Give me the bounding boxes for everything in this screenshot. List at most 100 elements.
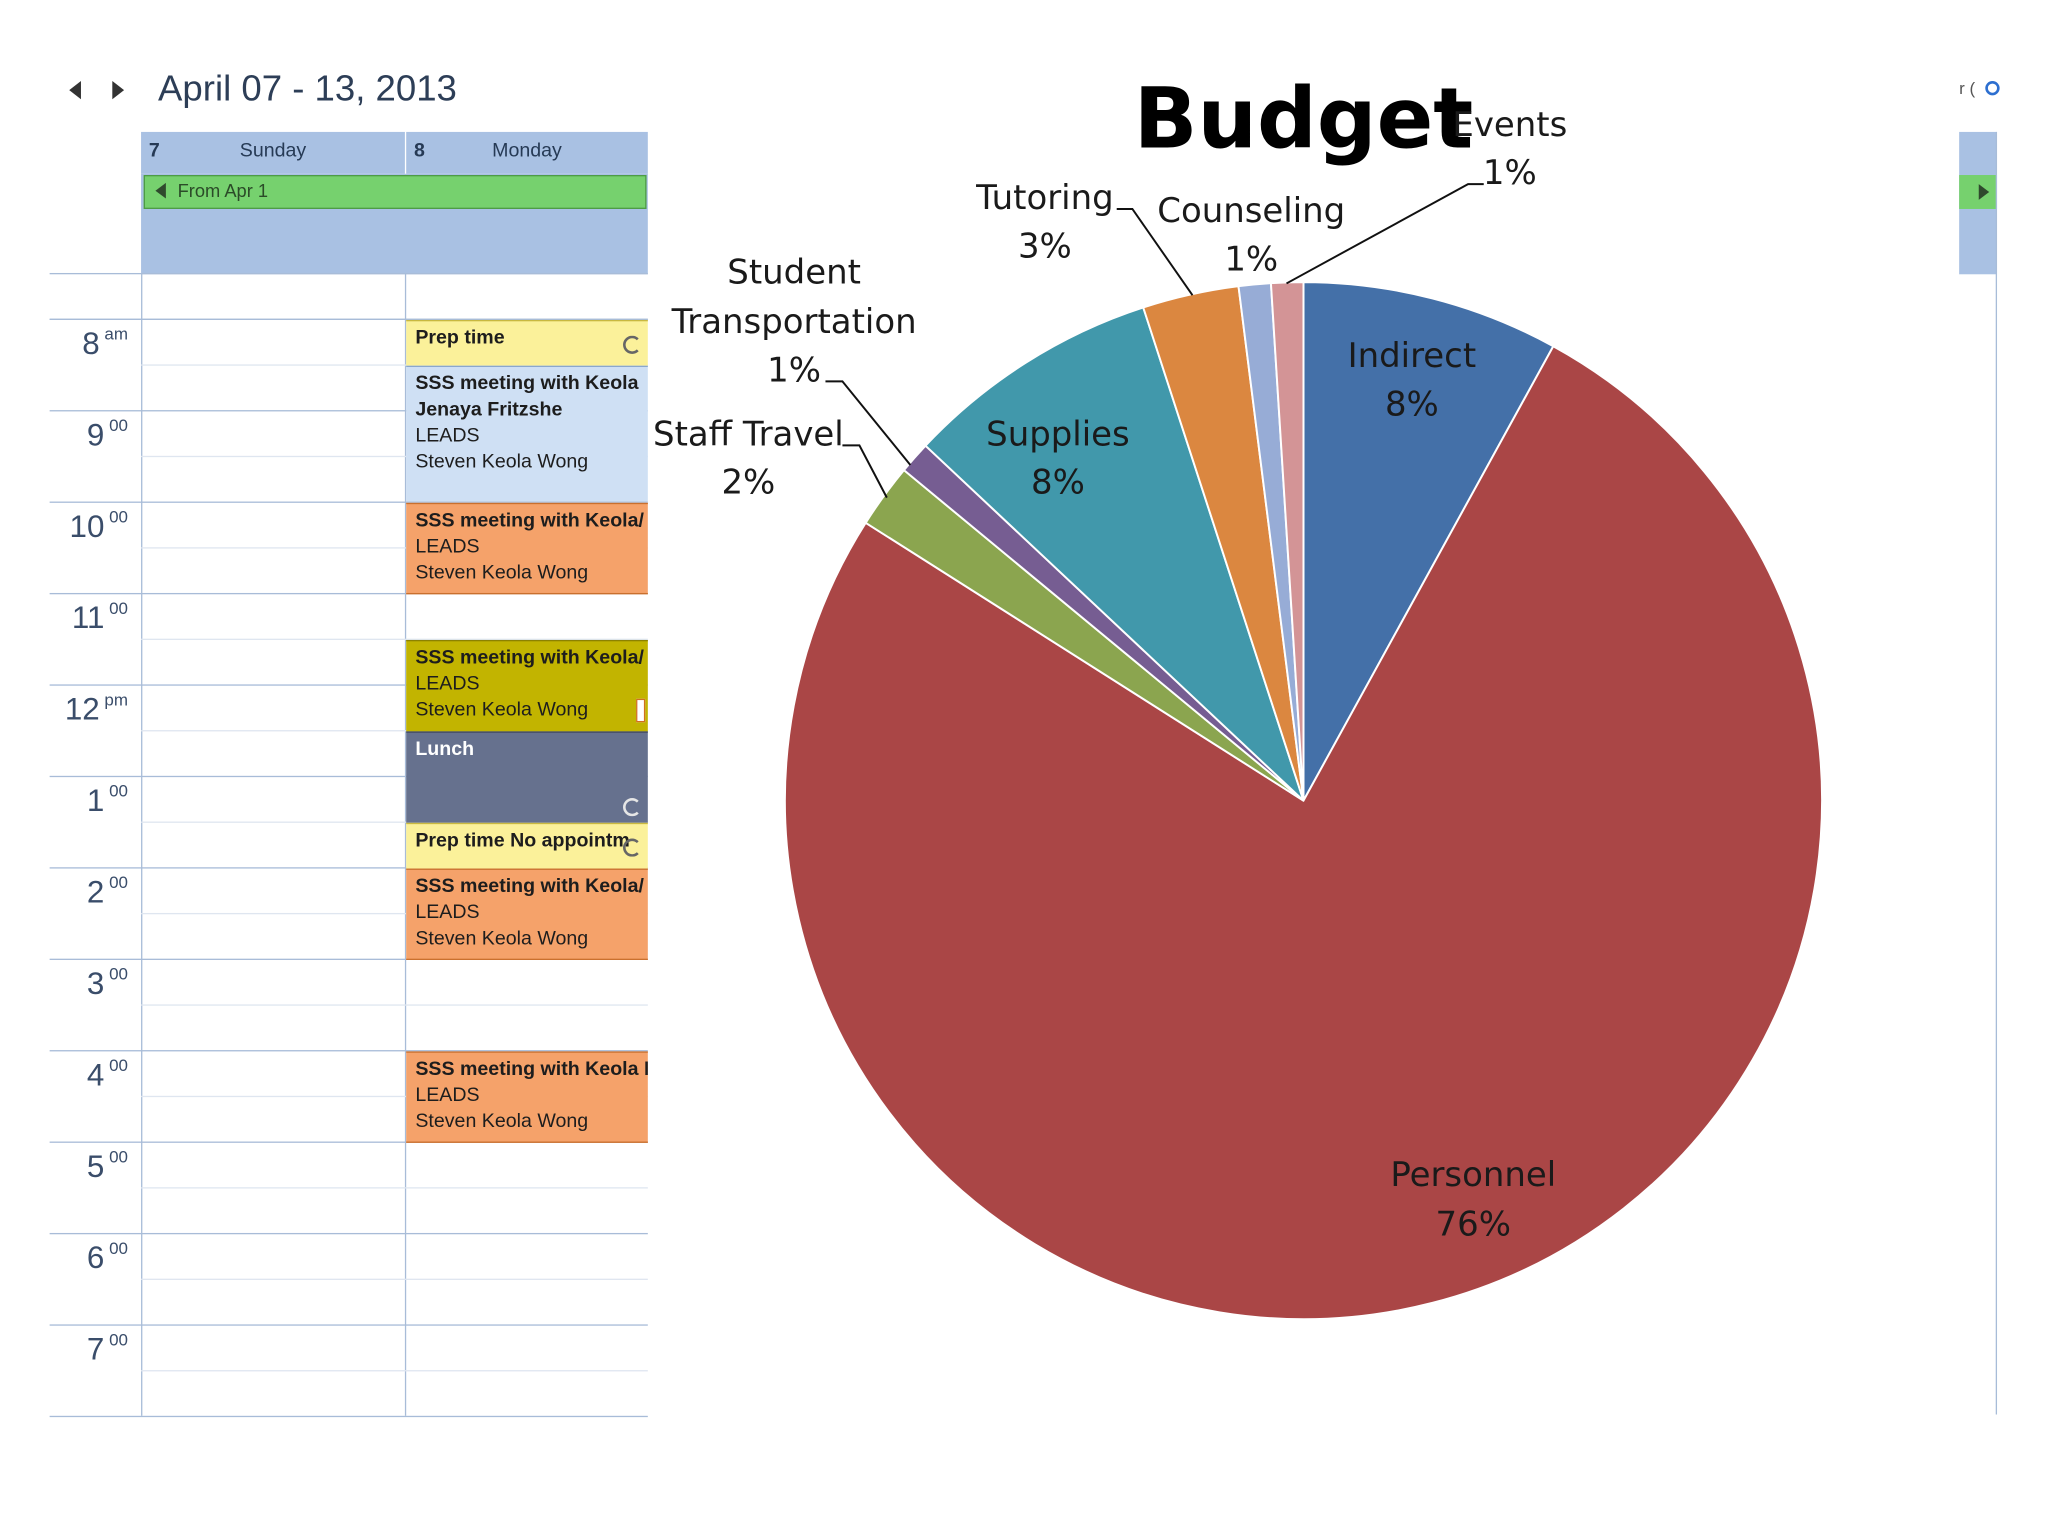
next-week-icon[interactable] [112,80,125,100]
column-divider [141,272,143,1416]
hour-number: 12 [64,692,100,728]
event-organizer: Steven Keola Wong [415,1110,589,1133]
slice-percent: 1% [1224,239,1278,279]
slice-percent: 1% [1483,153,1537,193]
recurring-banner-label: From Apr 1 [177,180,269,202]
event-organizer: Steven Keola Wong [415,450,589,473]
hour-label: 2 00 [50,872,128,912]
hour-number: 8 [82,326,100,362]
hour-gridline [49,958,648,960]
half-hour-gridline [141,912,648,915]
event-lunch[interactable]: Lunch [406,731,648,823]
hour-suffix: 00 [104,1146,128,1167]
half-hour-gridline [141,1095,648,1098]
half-hour-gridline [141,821,648,823]
recurring-event-banner[interactable] [1959,175,1998,209]
hour-number: 10 [69,509,105,545]
truncated-search-label: r ( [1959,78,1976,98]
day-header-sunday[interactable]: 7 Sunday [141,131,405,174]
slice-label: Events [1452,105,1567,145]
recurring-icon [623,335,642,354]
hour-gridline [49,410,648,412]
flag-icon [636,698,646,723]
hour-label: 3 00 [50,963,128,1004]
half-hour-gridline [141,1004,648,1006]
hour-suffix: 00 [104,1238,128,1258]
arrow-right-icon [1978,184,1990,200]
event-sss-meeting[interactable]: SSS meeting with Keola/ N LEADS Steven K… [406,868,648,960]
slice-label: Indirect [1348,336,1477,376]
hour-label: 10 00 [50,506,128,546]
hour-suffix: am [99,323,128,344]
event-location: LEADS [415,672,480,695]
event-title: SSS meeting with Keola/ B [415,509,648,532]
event-prep-time[interactable]: Prep time [406,319,648,366]
pie-slice-personnel [784,344,1823,1321]
hour-gridline [49,592,648,595]
arrow-left-icon [155,182,166,199]
event-sss-meeting[interactable]: SSS meeting with Keola/ Tr LEADS Steven … [406,639,648,732]
event-location: LEADS [415,1084,480,1107]
half-hour-gridline [141,1278,648,1280]
leader-line [825,380,912,466]
hour-suffix: 00 [104,963,128,984]
hour-number: 3 [86,966,105,1002]
half-hour-gridline [141,1370,648,1372]
recurring-icon [623,838,642,857]
hour-gridline [49,684,648,686]
hour-label: 6 00 [50,1238,128,1278]
event-prep-time[interactable]: Prep time No appointm [406,822,648,869]
recurring-event-banner[interactable]: From Apr 1 [143,175,647,209]
event-title: SSS meeting with Keola/ N [415,875,648,898]
day-name: Sunday [239,139,307,162]
hour-label: 7 00 [50,1330,128,1369]
hour-gridline [49,1415,648,1418]
time-grid[interactable]: 8 am 9 00 10 00 11 00 12 pm 1 00 2 00 3 00 4 00 5… [49,272,648,1418]
half-hour-gridline [141,364,648,366]
slice-label: Personnel [1390,1155,1556,1195]
day-number: 7 [148,139,160,162]
event-organizer: Steven Keola Wong [415,561,589,584]
slice-percent: 76% [1436,1205,1511,1245]
event-organizer: Steven Keola Wong [415,698,589,721]
hour-label: 5 00 [50,1146,128,1186]
hour-number: 5 [86,1149,105,1185]
slice-label: Student [727,252,861,292]
previous-week-icon[interactable] [69,80,81,100]
half-hour-gridline [141,455,648,458]
event-organizer: Steven Keola Wong [415,927,589,950]
leader-line [842,444,888,499]
slice-percent: 8% [1031,463,1085,503]
hour-suffix: 00 [104,1055,128,1075]
slice-label: Supplies [986,414,1130,454]
day-name: Monday [492,139,562,162]
event-location: LEADS [415,535,480,558]
day-header-monday[interactable]: 8 Monday [406,131,648,174]
grid-edge [1995,131,1998,1415]
day-number: 8 [414,139,425,162]
date-range-title: April 07 - 13, 2013 [158,67,457,109]
hour-number: 2 [86,875,105,911]
hour-number: 4 [86,1057,105,1094]
event-sss-meeting[interactable]: SSS meeting with Keola Jenaya Fritzshe L… [406,365,648,502]
event-sss-meeting[interactable]: SSS meeting with Keola/ B LEADS Steven K… [406,502,648,595]
hour-gridline [49,775,648,778]
hour-suffix: 00 [104,872,128,893]
calendar-view: April 07 - 13, 2013 7 Sunday 8 Monday Fr… [0,0,653,1437]
slice-label: Tutoring [975,178,1114,218]
event-title: Lunch [415,737,475,761]
half-hour-gridline [141,547,648,549]
slice-label: Staff Travel [653,414,844,454]
event-sss-meeting[interactable]: SSS meeting with Keola Ky LEADS Steven K… [406,1051,648,1143]
slice-label: Transportation [671,302,917,342]
hour-number: 7 [86,1332,105,1368]
slice-percent: 2% [721,463,775,503]
hour-gridline [49,1050,648,1052]
event-location: LEADS [415,424,480,447]
hour-gridline [49,1324,648,1326]
search-icon[interactable] [1985,80,2000,96]
hour-suffix: 00 [104,506,128,527]
slice-percent: 3% [1018,226,1072,266]
